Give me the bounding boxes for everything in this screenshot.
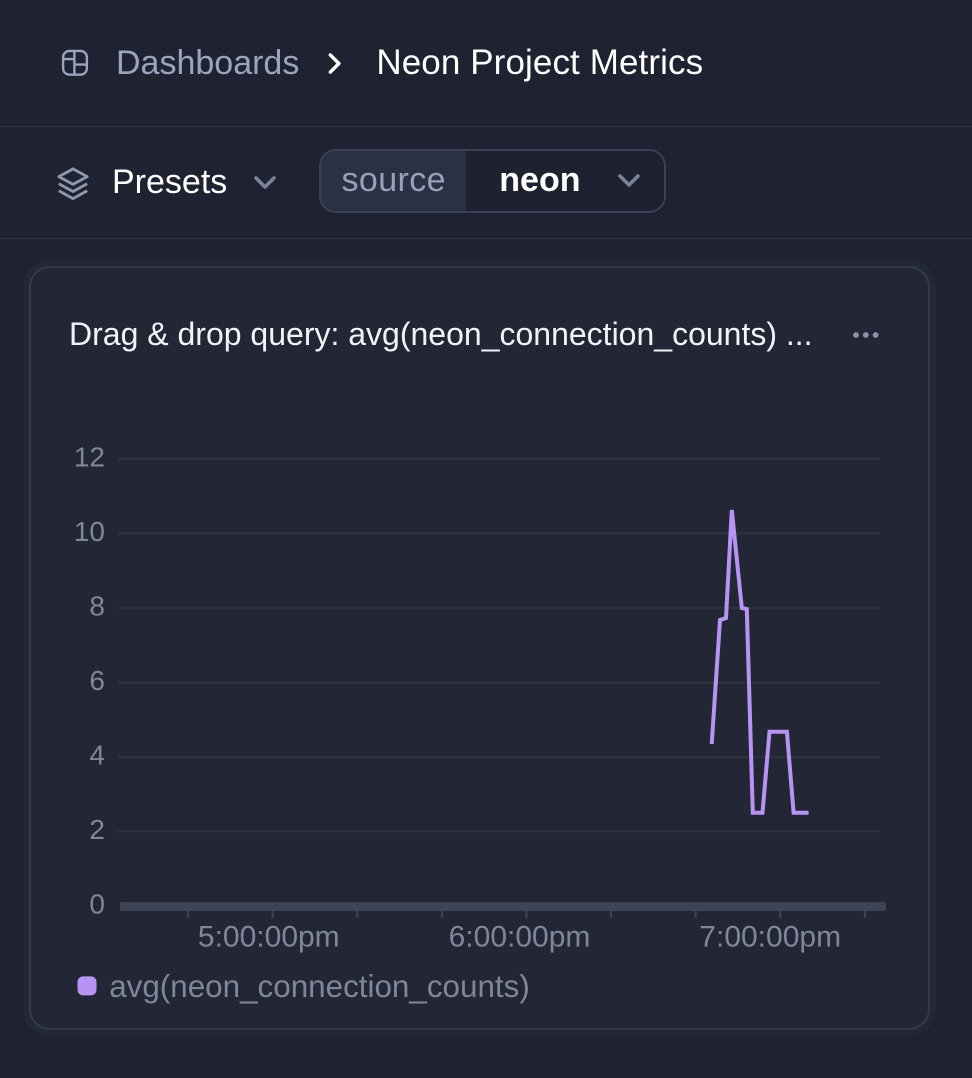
svg-text:4: 4 [89, 740, 105, 771]
svg-text:8: 8 [89, 591, 105, 622]
svg-text:5:00:00pm: 5:00:00pm [198, 921, 340, 954]
svg-text:6:00:00pm: 6:00:00pm [449, 921, 591, 954]
svg-text:7:00:00pm: 7:00:00pm [699, 921, 841, 954]
svg-text:6: 6 [89, 665, 105, 696]
svg-text:2: 2 [89, 814, 105, 845]
svg-text:10: 10 [74, 516, 105, 547]
svg-text:0: 0 [89, 889, 105, 920]
svg-text:12: 12 [74, 442, 105, 473]
svg-text:avg(neon_connection_counts): avg(neon_connection_counts) [109, 969, 530, 1004]
